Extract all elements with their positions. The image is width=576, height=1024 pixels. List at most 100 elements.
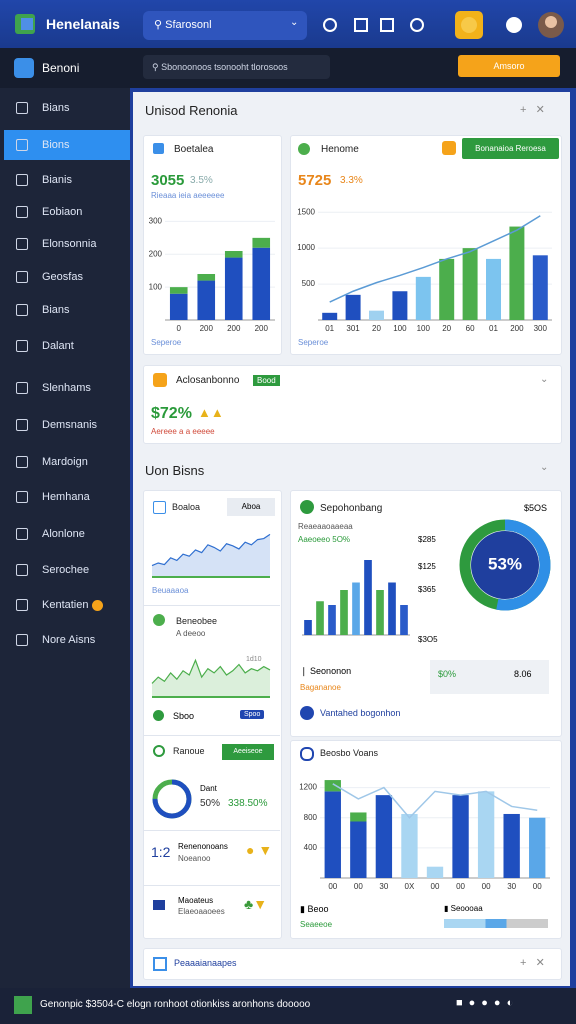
logo — [15, 14, 35, 34]
kpi-change: Aaeoeeo 5O% — [298, 535, 351, 544]
user-icons[interactable] — [455, 11, 570, 39]
bar — [316, 601, 324, 635]
bar — [322, 312, 338, 320]
stat: 8.06 — [514, 669, 532, 679]
card-icon — [442, 141, 456, 155]
card-title: Maoateus — [178, 896, 214, 905]
search-value: Sfarosonl — [165, 19, 212, 31]
nav-item[interactable]: Geosfas — [4, 262, 130, 292]
search-text: ⚲ Sfarosonl — [154, 19, 212, 31]
nav-label: Mardoign — [42, 456, 88, 468]
bar — [169, 293, 188, 320]
donut-labels: $285 $125 $365 $3O5 — [418, 530, 458, 650]
bar — [197, 274, 216, 281]
kpi-icons: ▲▲ — [198, 405, 224, 420]
nav-item[interactable]: Nore Aisns — [4, 625, 130, 655]
bar — [486, 258, 501, 320]
panel-controls[interactable]: + ✕ — [520, 957, 545, 969]
donut-chart — [152, 779, 192, 819]
nav-item[interactable]: Bianis — [4, 165, 130, 195]
x-tick-label: 100 — [393, 324, 407, 333]
chart-label: 1d10 — [246, 656, 262, 663]
note: Noeanoo — [178, 854, 211, 863]
nav-item[interactable]: Elonsonnia — [4, 229, 130, 259]
bar-chart — [302, 560, 410, 636]
divider — [143, 735, 280, 736]
nav-item[interactable]: Bians — [4, 295, 130, 325]
divider — [143, 885, 280, 886]
card-title: Peaaaianaapes — [174, 958, 237, 968]
bar-line-chart: 500 1000 1500 01 301 20 100 100 20 60 01 200 300 — [297, 207, 552, 333]
card-title: Ranoue — [173, 746, 205, 756]
bar — [350, 812, 367, 822]
nav-item[interactable]: Bians — [4, 93, 130, 123]
footer — [0, 988, 576, 1024]
bar — [350, 821, 367, 878]
nav-label: Slenhams — [42, 382, 91, 394]
sub-search[interactable] — [143, 55, 330, 79]
nav-item[interactable]: Bions — [4, 130, 130, 160]
bar — [252, 237, 271, 248]
panel-controls[interactable]: + ✕ — [520, 104, 545, 116]
note: Elaeoaaoees — [178, 907, 225, 916]
x-tick-label: 30 — [507, 882, 516, 891]
card-icon — [300, 706, 314, 720]
nav-icon — [16, 174, 28, 187]
card-button[interactable]: Aboa — [227, 498, 275, 516]
nav-item[interactable]: Alonlone — [4, 519, 130, 549]
nav-item[interactable]: Dalant — [4, 331, 130, 361]
donut-legend: $285 — [418, 535, 436, 544]
stat-title-text: Seononon — [310, 666, 352, 676]
card-title: Beosbo Voans — [320, 748, 379, 758]
chevron[interactable]: ⌄ — [540, 462, 549, 473]
nav-item[interactable]: Demsnanis — [4, 410, 130, 440]
x-tick-label: 00 — [328, 882, 337, 891]
nav-item[interactable]: Serochee — [4, 555, 130, 585]
nav-item[interactable]: Eobiaon — [4, 197, 130, 227]
nav-icon — [16, 456, 28, 469]
toolbar-icons[interactable] — [320, 15, 430, 35]
card-button[interactable]: Bonanaioa Reroesa — [462, 138, 559, 159]
nav-label: Dalant — [42, 340, 74, 352]
card-icon — [298, 143, 310, 155]
x-tick-label: 0X — [405, 882, 415, 891]
card-icon — [153, 614, 165, 626]
bar — [477, 791, 495, 878]
card-footer: Vantahed bogonhon — [320, 708, 401, 718]
legend-bar — [444, 919, 548, 928]
search-box[interactable] — [143, 11, 307, 40]
x-tick-label: 00 — [533, 882, 542, 891]
bar — [392, 291, 408, 320]
nav-label: Geosfas — [42, 271, 83, 283]
nav-icon — [16, 102, 28, 115]
kpi: $5OS — [524, 503, 548, 513]
y-tick-label: 200 — [149, 249, 163, 258]
card-footer: Sboo — [173, 711, 195, 721]
card-title: Beneobee — [176, 616, 218, 626]
nav-label: Bions — [42, 139, 70, 151]
bar — [324, 780, 341, 792]
icons: ● ▼ — [246, 842, 273, 858]
kpi-change: 338.50% — [228, 798, 268, 809]
bar — [439, 258, 455, 320]
bar — [197, 280, 216, 320]
legend-item: Seaeeoe — [300, 920, 333, 929]
bar — [388, 582, 396, 635]
trend-line — [332, 783, 538, 819]
nav-item[interactable]: Mardoign — [4, 447, 130, 477]
x-tick-label: 00 — [482, 882, 491, 891]
nav-label: Bians — [42, 304, 70, 316]
area-chart — [151, 533, 271, 578]
bar — [462, 248, 478, 320]
action-button[interactable]: Amsoro — [458, 55, 560, 77]
nav-item[interactable]: Kentatien — [4, 590, 130, 620]
chevron[interactable]: ⌄ — [540, 374, 549, 385]
card-icon — [153, 745, 165, 757]
bar-line-chart: 400 800 1200 00 00 30 0X 00 00 00 30 00 — [299, 780, 550, 891]
nav-item[interactable]: Hemhana — [4, 482, 130, 512]
nav-item[interactable]: Slenhams — [4, 373, 130, 403]
nav-icon — [16, 206, 28, 219]
bar — [252, 247, 271, 320]
footer-icons[interactable]: ■●●●◐ — [456, 997, 520, 1009]
kpi: $72% — [151, 405, 192, 422]
